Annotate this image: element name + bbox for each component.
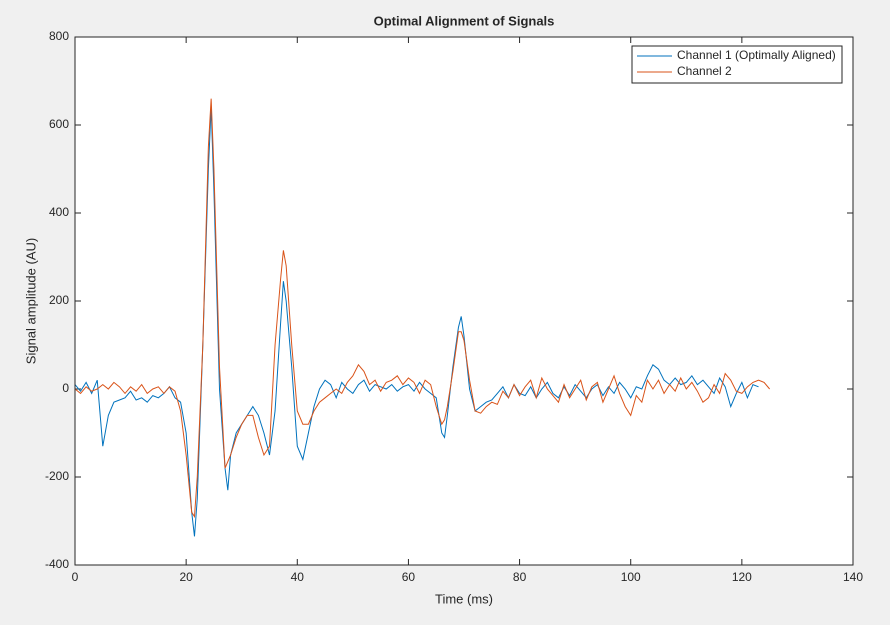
chart-title: Optimal Alignment of Signals <box>374 13 555 28</box>
legend-label: Channel 1 (Optimally Aligned) <box>677 48 836 62</box>
legend-label: Channel 2 <box>677 64 732 78</box>
y-tick-label: 200 <box>49 293 69 307</box>
x-axis-label: Time (ms) <box>435 591 493 606</box>
data-line <box>74 107 759 537</box>
x-tick-label: 0 <box>72 570 79 584</box>
legend-box <box>631 45 843 84</box>
y-tick-label: 400 <box>49 205 69 219</box>
x-tick-label: 40 <box>291 570 305 584</box>
x-tick-label: 20 <box>179 570 193 584</box>
x-tick-label: 60 <box>402 570 416 584</box>
axes-box <box>74 36 854 566</box>
plot-area <box>75 37 853 565</box>
x-tick-label: 140 <box>843 570 863 584</box>
x-tick-label: 80 <box>513 570 527 584</box>
x-tick-label: 120 <box>732 570 752 584</box>
y-tick-label: -400 <box>45 557 69 571</box>
y-tick-label: 800 <box>49 29 69 43</box>
y-axis-label: Signal amplitude (AU) <box>23 238 38 364</box>
y-tick-label: 0 <box>62 381 69 395</box>
y-tick-label: 600 <box>49 117 69 131</box>
y-tick-label: -200 <box>45 469 69 483</box>
x-tick-label: 100 <box>621 570 641 584</box>
data-line <box>74 98 771 519</box>
